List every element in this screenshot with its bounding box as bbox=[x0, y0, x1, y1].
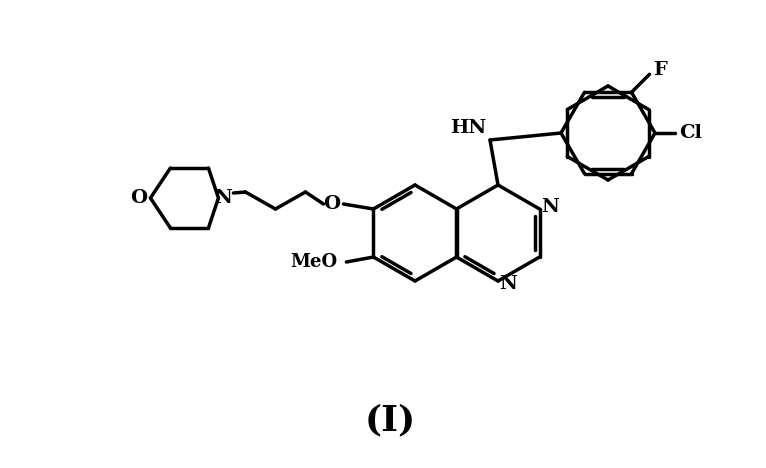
Text: N: N bbox=[541, 198, 558, 216]
Text: MeO: MeO bbox=[290, 253, 337, 271]
Text: N: N bbox=[499, 275, 517, 293]
Text: O: O bbox=[130, 189, 147, 207]
Text: (I): (I) bbox=[365, 403, 416, 437]
Text: HN: HN bbox=[450, 119, 486, 137]
Text: Cl: Cl bbox=[679, 124, 702, 142]
Text: O: O bbox=[322, 195, 340, 213]
Text: F: F bbox=[653, 61, 666, 79]
Text: N: N bbox=[214, 189, 232, 207]
